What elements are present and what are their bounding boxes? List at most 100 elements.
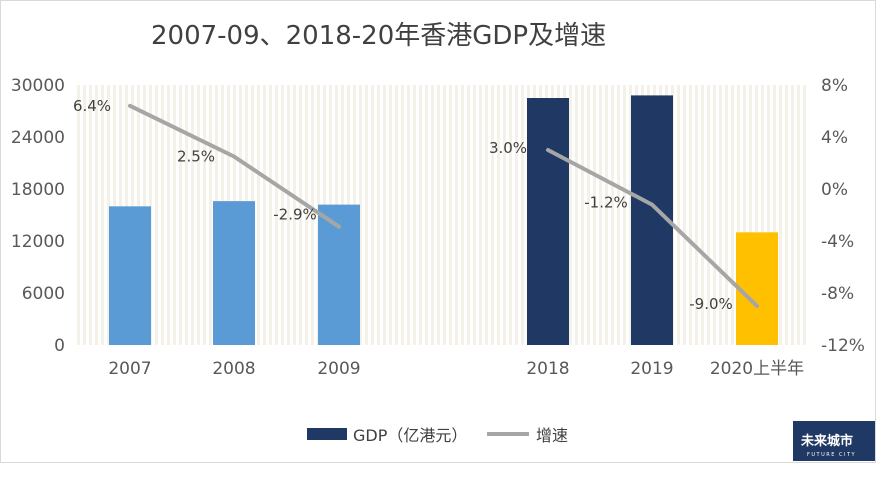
plot-stripe [515, 85, 518, 345]
plot-stripe [623, 85, 626, 345]
plot-stripe [683, 85, 686, 345]
plot-stripe [479, 85, 482, 345]
legend-label-growth: 增速 [536, 426, 568, 445]
plot-stripe [473, 85, 476, 345]
left-axis: 0 6000 12000 18000 24000 30000 [11, 76, 65, 356]
plot-stripe [629, 85, 632, 345]
plot-stripe [701, 85, 704, 345]
plot-stripe [737, 85, 740, 345]
plot-stripe [449, 85, 452, 345]
x-axis-tick-label: 2009 [317, 359, 360, 379]
plot-stripe [587, 85, 590, 345]
x-axis: 2007 2008 2009 2018 2019 2020上半年 [108, 359, 804, 379]
x-axis-tick-label: 2019 [630, 359, 673, 379]
plot-stripe [719, 85, 722, 345]
plot-stripe [731, 85, 734, 345]
plot-stripe [485, 85, 488, 345]
plot-stripe [521, 85, 524, 345]
plot-stripe [257, 85, 260, 345]
left-axis-tick-label: 18000 [11, 180, 65, 200]
plot-stripe [101, 85, 104, 345]
plot-stripe [713, 85, 716, 345]
plot-stripe [569, 85, 572, 345]
plot-stripe [167, 85, 170, 345]
left-axis-tick-label: 6000 [22, 284, 65, 304]
right-axis-tick-label: 4% [821, 128, 848, 148]
growth-data-label: -2.9% [273, 206, 317, 224]
growth-data-label: -1.2% [584, 194, 628, 212]
plot-stripe [443, 85, 446, 345]
plot-stripe [425, 85, 428, 345]
plot-stripe [437, 85, 440, 345]
bar [109, 206, 151, 345]
left-axis-tick-label: 30000 [11, 76, 65, 96]
plot-stripe [497, 85, 500, 345]
future-city-logo: 未来城市 FUTURE CITY [793, 421, 875, 461]
plot-stripe [617, 85, 620, 345]
plot-stripe [263, 85, 266, 345]
plot-stripe [401, 85, 404, 345]
growth-data-label: 3.0% [489, 139, 527, 157]
plot-stripe [461, 85, 464, 345]
plot-stripe [179, 85, 182, 345]
plot-stripe [185, 85, 188, 345]
plot-stripe [491, 85, 494, 345]
plot-stripe [773, 85, 776, 345]
plot-stripe [779, 85, 782, 345]
left-axis-tick-label: 24000 [11, 128, 65, 148]
plot-stripe [743, 85, 746, 345]
plot-stripe [311, 85, 314, 345]
plot-stripe [575, 85, 578, 345]
plot-stripe [413, 85, 416, 345]
left-axis-tick-label: 0 [54, 336, 65, 356]
plot-stripe [359, 85, 362, 345]
x-axis-tick-label: 2018 [526, 359, 569, 379]
plot-stripe [377, 85, 380, 345]
growth-line [128, 103, 341, 229]
plot-stripe [725, 85, 728, 345]
plot-stripe [755, 85, 758, 345]
growth-data-label: 6.4% [73, 97, 111, 115]
plot-stripe [275, 85, 278, 345]
plot-stripe [89, 85, 92, 345]
plot-stripe [419, 85, 422, 345]
plot-stripe [761, 85, 764, 345]
plot-stripe [785, 85, 788, 345]
plot-stripe [287, 85, 290, 345]
left-axis-tick-label: 12000 [11, 232, 65, 252]
plot-stripe [209, 85, 212, 345]
plot-stripe [455, 85, 458, 345]
plot-stripe [83, 85, 86, 345]
plot-stripe [191, 85, 194, 345]
bar [736, 232, 778, 345]
plot-stripe [155, 85, 158, 345]
chart-frame: 2007-09、2018-20年香港GDP及增速 0 6000 12000 18000… [0, 0, 876, 463]
bar [527, 98, 569, 345]
plot-stripe [161, 85, 164, 345]
plot-stripe [293, 85, 296, 345]
growth-line [546, 148, 759, 308]
plot-stripe [365, 85, 368, 345]
plot-stripe [791, 85, 794, 345]
right-axis-tick-label: 0% [821, 180, 848, 200]
legend-swatch-gdp [307, 428, 347, 440]
plot-stripe [605, 85, 608, 345]
logo-sub: FUTURE CITY [807, 452, 856, 458]
growth-data-label: -9.0% [689, 295, 733, 313]
logo-main: 未来城市 [800, 433, 853, 449]
plot-stripe [695, 85, 698, 345]
plot-stripe [503, 85, 506, 345]
growth-data-label: 2.5% [177, 148, 215, 166]
right-axis: -12% -8% -4% 0% 4% 8% [821, 76, 865, 356]
right-axis-tick-label: -8% [821, 284, 854, 304]
plot-stripe [299, 85, 302, 345]
plot-stripe [197, 85, 200, 345]
bar [213, 201, 255, 345]
plot-stripe [281, 85, 284, 345]
plot-stripe [593, 85, 596, 345]
plot-stripe [173, 85, 176, 345]
plot-stripe [389, 85, 392, 345]
plot-stripe [431, 85, 434, 345]
plot-stripe [407, 85, 410, 345]
